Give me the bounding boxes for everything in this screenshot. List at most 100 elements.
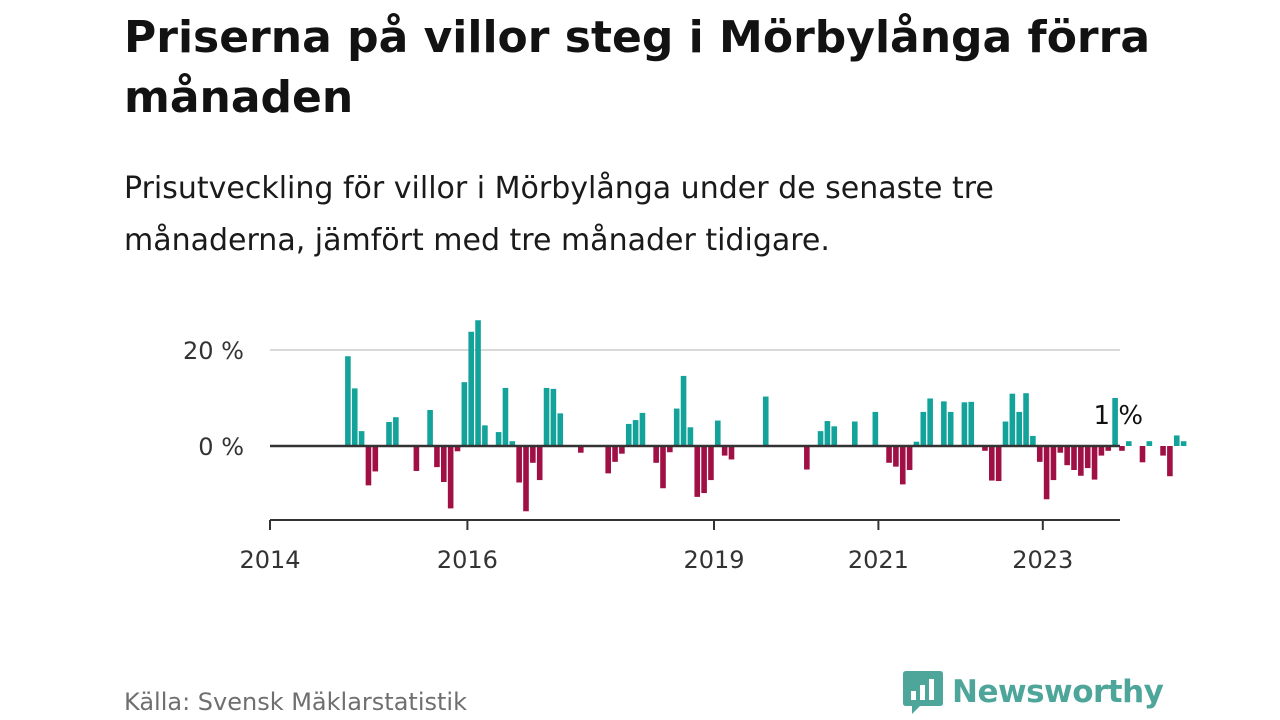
bar xyxy=(831,426,838,446)
bar xyxy=(694,446,701,497)
bar xyxy=(1112,398,1118,446)
bar xyxy=(989,446,995,481)
bar xyxy=(1091,446,1098,480)
bar xyxy=(653,446,659,463)
chart-subtitle: Prisutveckling för villor i Mörbylånga u… xyxy=(124,171,994,258)
bar xyxy=(817,431,824,446)
bar xyxy=(386,422,392,446)
bar xyxy=(1057,446,1064,453)
bar xyxy=(852,421,858,446)
bar xyxy=(1043,446,1050,500)
bar xyxy=(372,446,379,472)
bar xyxy=(667,446,673,453)
bar xyxy=(721,446,728,456)
bar xyxy=(1030,435,1036,446)
bar xyxy=(365,446,372,486)
bar xyxy=(913,441,920,446)
bar xyxy=(1002,421,1009,446)
bar xyxy=(673,408,680,446)
bar xyxy=(502,387,509,446)
bar xyxy=(1050,446,1057,481)
bar xyxy=(543,387,550,446)
bar xyxy=(886,446,892,463)
bar xyxy=(680,375,687,446)
bar xyxy=(872,411,879,446)
bar xyxy=(968,401,975,446)
bar xyxy=(454,446,461,452)
bar xyxy=(660,446,666,489)
bar xyxy=(468,331,474,446)
bar xyxy=(804,446,810,470)
bar xyxy=(762,396,769,446)
bar xyxy=(1139,446,1146,463)
newsworthy-logo: Newsworthy xyxy=(902,668,1164,716)
bar xyxy=(557,413,564,446)
x-tick-label: 2021 xyxy=(848,546,909,574)
bar xyxy=(1119,446,1125,451)
y-tick-label: 0 % xyxy=(198,433,244,461)
bar xyxy=(1071,446,1077,470)
bar xyxy=(605,446,611,474)
bar xyxy=(1098,446,1105,456)
bar xyxy=(612,446,618,462)
bar xyxy=(1016,411,1022,446)
bar xyxy=(351,388,358,446)
bar xyxy=(893,446,899,467)
bar xyxy=(824,421,831,446)
bar xyxy=(413,446,420,471)
bar xyxy=(1180,441,1187,446)
bar xyxy=(578,446,584,453)
bar xyxy=(1167,446,1173,477)
last-value-annotation: 1 % xyxy=(1094,401,1144,431)
bar xyxy=(941,401,947,446)
bar xyxy=(447,446,454,509)
bar xyxy=(434,446,440,468)
bar xyxy=(625,423,632,446)
bar xyxy=(509,441,516,446)
chart-title: Priserna på villor steg i Mörbylånga för… xyxy=(124,12,1151,123)
bar xyxy=(920,411,927,446)
bar xyxy=(982,446,988,451)
bar xyxy=(1105,446,1112,451)
bar xyxy=(1126,441,1132,446)
bar xyxy=(728,446,735,460)
bar xyxy=(1084,446,1091,469)
bar xyxy=(899,446,906,485)
x-tick-label: 2016 xyxy=(437,546,498,574)
bar xyxy=(947,411,954,446)
x-tick-label: 2023 xyxy=(1012,546,1073,574)
bar xyxy=(550,388,557,446)
bar xyxy=(906,446,913,470)
bar xyxy=(687,427,694,446)
bar xyxy=(516,446,522,483)
bar xyxy=(495,432,502,446)
bar xyxy=(995,446,1002,482)
bar xyxy=(1023,393,1029,446)
bar xyxy=(427,410,433,446)
bar xyxy=(475,320,481,446)
bar xyxy=(1146,441,1153,446)
bar xyxy=(1078,446,1084,476)
bar xyxy=(1009,393,1016,446)
bar xyxy=(523,446,529,512)
bar xyxy=(461,382,468,446)
bar xyxy=(639,412,646,446)
source-note: Källa: Svensk Mäklarstatistik xyxy=(124,688,467,716)
bar xyxy=(619,446,625,454)
bar xyxy=(1160,446,1166,456)
bar xyxy=(927,398,933,446)
newsworthy-logo-text: Newsworthy xyxy=(952,674,1164,710)
bar xyxy=(393,417,399,446)
bar xyxy=(536,446,543,481)
bar xyxy=(961,402,968,446)
bar xyxy=(530,446,536,463)
bar xyxy=(701,446,707,494)
x-tick-label: 2019 xyxy=(683,546,744,574)
x-tick-label: 2014 xyxy=(239,546,300,574)
bar xyxy=(708,446,714,481)
bar xyxy=(1173,435,1180,446)
bar xyxy=(441,446,447,482)
y-tick-label: 20 % xyxy=(183,337,244,365)
bar-chart: 0 % 20 % 2014 2016 2019 2021 2023 1 % xyxy=(183,320,1187,574)
bar xyxy=(1036,446,1043,462)
